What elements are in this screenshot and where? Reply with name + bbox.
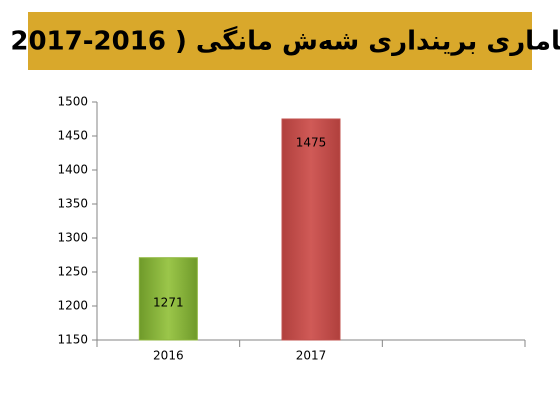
y-tick-label: 1300	[57, 231, 88, 245]
y-tick-label: 1400	[57, 163, 88, 177]
y-tick-label: 1250	[57, 265, 88, 279]
data-label: 1271	[153, 295, 184, 309]
y-tick-label: 1450	[57, 129, 88, 143]
y-tick-label: 1150	[57, 333, 88, 347]
x-tick-label: 2017	[296, 349, 327, 363]
chart-title: ئاماری بریندارى شەش مانگی ( 2016-2017 )	[0, 26, 560, 57]
bar	[281, 118, 341, 341]
bar	[138, 257, 198, 341]
y-tick-label: 1500	[57, 95, 88, 109]
y-tick-label: 1200	[57, 299, 88, 313]
y-tick-label: 1350	[57, 197, 88, 211]
title-banner	[28, 12, 532, 70]
data-label: 1475	[296, 136, 327, 150]
x-tick-label: 2016	[153, 349, 184, 363]
